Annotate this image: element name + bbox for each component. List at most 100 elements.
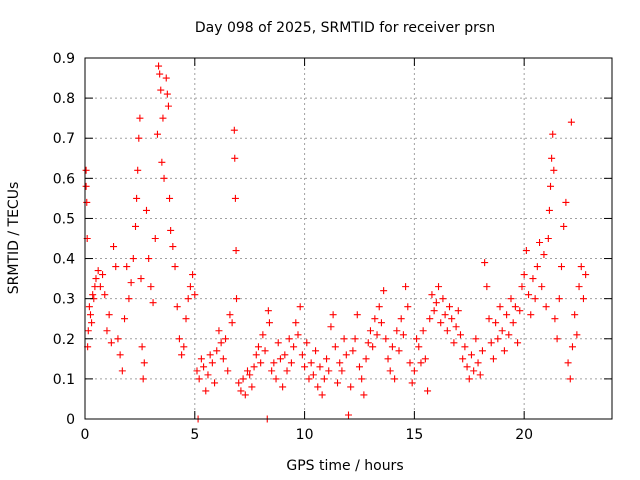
data-point [323, 355, 331, 363]
data-point [430, 307, 438, 315]
data-point [503, 311, 511, 319]
data-point [200, 363, 208, 371]
data-point [320, 375, 328, 383]
data-point [542, 303, 550, 311]
data-point [582, 271, 590, 279]
data-point [511, 303, 519, 311]
data-point [92, 275, 100, 283]
data-point [567, 118, 575, 126]
data-point [566, 375, 574, 383]
data-point [334, 379, 342, 387]
data-point [564, 359, 572, 367]
data-point [463, 363, 471, 371]
data-point [226, 311, 234, 319]
data-point [547, 182, 555, 190]
data-point [99, 271, 107, 279]
data-point [538, 283, 546, 291]
data-point [452, 323, 460, 331]
data-point [575, 283, 583, 291]
data-point [151, 235, 159, 242]
data-point [419, 327, 427, 335]
data-point [421, 355, 429, 363]
data-point [518, 283, 526, 291]
data-point [287, 359, 295, 367]
data-point [294, 331, 302, 339]
data-point [474, 359, 482, 367]
data-point [219, 355, 227, 363]
y-axis-label: SRMTID / TECUs [6, 182, 22, 295]
data-point [384, 355, 392, 363]
data-point [329, 311, 337, 319]
data-point [153, 130, 161, 138]
data-point [171, 263, 179, 271]
data-point [437, 319, 445, 327]
data-point [544, 235, 552, 242]
data-point [487, 339, 495, 347]
data-point [159, 114, 167, 122]
y-tick-label: 0.7 [53, 131, 75, 147]
data-point [527, 311, 535, 319]
data-point [145, 255, 153, 263]
data-point [180, 343, 188, 351]
data-point [158, 158, 166, 166]
data-point [149, 299, 157, 307]
data-point [163, 90, 171, 98]
data-point [305, 375, 313, 383]
y-tick-label: 0.9 [53, 51, 75, 67]
data-point [505, 331, 513, 339]
y-tick-label: 0.5 [53, 211, 75, 227]
data-point [536, 239, 544, 247]
data-point [577, 263, 585, 271]
data-point [327, 323, 335, 331]
data-point [222, 335, 230, 343]
data-point [435, 283, 443, 291]
data-point [259, 331, 267, 339]
data-point [529, 275, 537, 283]
data-point [377, 319, 385, 327]
data-point [454, 307, 462, 315]
data-point [388, 343, 396, 351]
data-point [404, 303, 412, 311]
data-point [507, 295, 515, 303]
data-point [290, 343, 298, 351]
data-point [155, 62, 163, 70]
data-point [386, 367, 394, 375]
data-point [465, 375, 473, 383]
data-point [156, 70, 164, 78]
data-point [235, 379, 243, 387]
data-point [382, 335, 390, 343]
data-point [121, 315, 129, 323]
data-point [338, 367, 346, 375]
data-point [347, 383, 355, 391]
data-point [160, 174, 168, 182]
data-point [340, 335, 348, 343]
data-point [555, 295, 563, 303]
y-tick-label: 0.2 [53, 332, 75, 348]
data-point [142, 206, 150, 214]
data-point [114, 335, 122, 343]
data-point [270, 359, 278, 367]
data-point [215, 327, 223, 335]
data-point [86, 311, 94, 319]
data-point [417, 359, 425, 367]
data-point [408, 379, 416, 387]
data-point [461, 343, 469, 351]
data-point [136, 114, 144, 122]
x-axis-ticks: 0 5 10 15 20 [81, 58, 533, 443]
data-point [472, 335, 480, 343]
data-point [296, 303, 304, 311]
data-point [540, 251, 548, 259]
data-point [439, 295, 447, 303]
data-point [237, 387, 245, 395]
data-point [189, 271, 197, 279]
data-point [96, 283, 104, 291]
x-tick-label: 5 [190, 427, 199, 443]
data-point [140, 359, 148, 367]
data-point [415, 343, 423, 351]
grid [85, 58, 612, 419]
data-point [101, 291, 109, 299]
data-point [494, 335, 502, 343]
data-point [450, 339, 458, 347]
data-point [522, 247, 530, 255]
data-point [243, 367, 251, 375]
